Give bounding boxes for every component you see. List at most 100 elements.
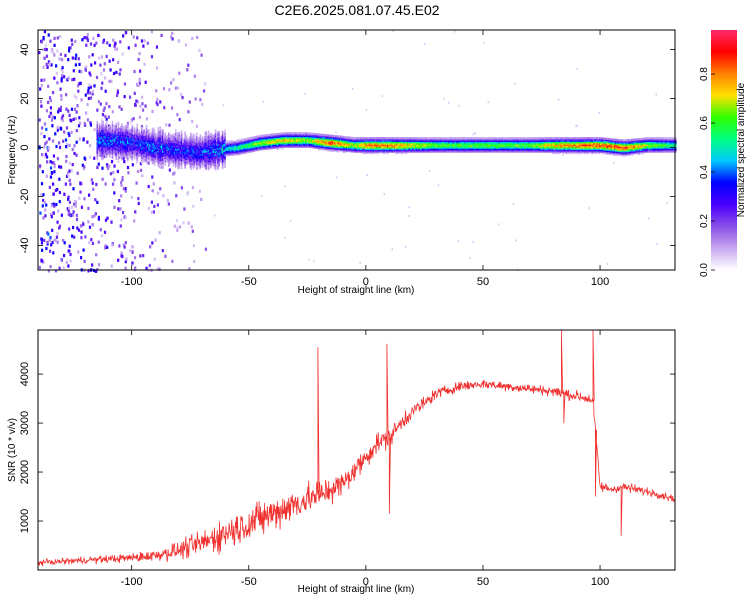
spectrogram-cell <box>260 136 263 139</box>
spectrogram-cell <box>177 147 179 150</box>
spectrogram-cell <box>135 130 137 133</box>
spectrogram-cell <box>304 134 307 138</box>
spectrogram-cell <box>354 146 356 149</box>
spectrogram-cell <box>173 147 176 150</box>
spectrogram-cell <box>157 131 160 134</box>
spectrogram-cell <box>105 124 108 127</box>
spectrogram-cell <box>123 149 126 152</box>
spectrogram-cell <box>107 146 109 149</box>
spectrogram-cell <box>114 125 116 128</box>
spectrogram-cell <box>183 140 185 143</box>
spectrogram-noise-cell <box>166 199 169 203</box>
spectrogram-cell <box>341 141 343 144</box>
spectrogram-cell <box>144 133 147 136</box>
spectrogram-cell <box>167 137 170 141</box>
spectrogram-cell <box>273 141 275 144</box>
spectrogram-noise-cell <box>88 71 91 75</box>
spectrogram-cell <box>159 157 162 160</box>
spectrogram-cell <box>122 153 124 156</box>
spectrogram-cell <box>191 150 193 153</box>
spectrogram-cell <box>324 136 327 139</box>
spectrogram-cell <box>240 146 243 150</box>
spectrogram-cell <box>214 157 217 160</box>
spectrogram-noise-cell <box>123 159 126 164</box>
spectrogram-cell <box>153 158 156 161</box>
spectrogram-cell <box>112 137 115 140</box>
spectrogram-noise-cell <box>182 221 185 225</box>
spectrogram-noise-cell <box>132 35 135 39</box>
spectrogram-cell <box>177 156 179 159</box>
spectrogram-cell <box>177 159 179 162</box>
spectrogram-cell <box>323 142 326 145</box>
spectrogram-noise-cell <box>58 165 61 169</box>
spectrogram-cell <box>252 141 254 144</box>
spectrogram-cell <box>151 135 154 138</box>
spectrogram-cell <box>351 138 354 141</box>
spectrogram-cell <box>130 148 133 151</box>
spectrogram-cell <box>317 136 320 139</box>
spectrogram-cell <box>252 144 254 147</box>
spectrogram-cell <box>98 143 101 146</box>
spectrogram-cell <box>197 157 199 160</box>
spectrogram-cell <box>220 149 223 152</box>
spectrogram-cell <box>249 143 252 146</box>
spectrogram-cell <box>117 141 120 145</box>
spectrogram-cell <box>275 145 278 148</box>
spectrogram-cell <box>263 146 266 149</box>
spectrogram-cell <box>184 132 186 136</box>
spectrogram-noise-cell <box>144 158 147 162</box>
spectrogram-cell <box>183 159 185 162</box>
spectrogram-cell <box>164 154 167 157</box>
spectrogram-cell <box>160 146 163 149</box>
spectrogram-cell <box>118 148 121 151</box>
spectrogram-cell <box>110 144 113 147</box>
spectrogram-cell <box>244 150 246 153</box>
spectrogram-cell <box>153 160 156 164</box>
spectrogram-cell <box>153 150 156 153</box>
spectrogram-cell <box>337 138 340 141</box>
spectrogram-noise-cell <box>126 121 129 125</box>
spectrogram-cell <box>171 148 174 151</box>
spectrogram-noise-cell <box>154 238 157 242</box>
spectrogram-cell <box>232 152 234 155</box>
spectrogram-cell <box>190 140 192 143</box>
spectrogram-cell <box>240 149 243 152</box>
spectrogram-cell <box>171 139 174 142</box>
spectrogram-cell <box>369 150 371 153</box>
spectrogram-cell <box>131 152 134 156</box>
spectrogram-cell <box>108 139 110 142</box>
spectrogram-cell <box>201 165 204 168</box>
spectrogram-cell <box>199 165 202 168</box>
spectrogram-cell <box>261 148 264 151</box>
spectrogram-noise-cell <box>91 263 94 267</box>
spectrogram-cell <box>199 158 202 162</box>
spectrogram-cell <box>193 146 196 149</box>
spectrogram-cell <box>103 146 106 149</box>
spectrogram-cell <box>125 140 128 143</box>
spectrogram-cell <box>377 150 380 153</box>
spectrogram-cell <box>159 162 162 166</box>
spectrogram-cell <box>122 145 124 148</box>
spectrogram-cell <box>180 161 183 164</box>
spectrogram-cell <box>397 137 400 140</box>
spectrogram-noise-cell <box>155 89 158 93</box>
spectrogram-cell <box>199 148 202 151</box>
spectrogram-cell <box>96 131 99 134</box>
spectrogram-cell <box>241 149 244 152</box>
spectrogram-cell <box>172 161 175 164</box>
spectrogram-cell <box>159 137 162 140</box>
spectrogram-cell <box>163 148 165 152</box>
spectrogram-cell <box>135 133 137 136</box>
spectrogram-cell <box>348 141 350 145</box>
spectrogram-cell <box>328 134 330 137</box>
spectrogram-cell <box>337 150 340 153</box>
spectrogram-cell <box>166 148 169 151</box>
spectrogram-noise-cell <box>131 261 134 265</box>
spectrogram-cell <box>374 151 376 155</box>
spectrogram-noise-cell <box>52 51 55 55</box>
spectrogram-cell <box>322 143 325 146</box>
spectrogram-noise-cell <box>43 134 46 139</box>
spectrogram-cell <box>170 136 172 140</box>
spectrogram-cell <box>302 145 305 148</box>
spectrogram-cell <box>278 144 280 148</box>
